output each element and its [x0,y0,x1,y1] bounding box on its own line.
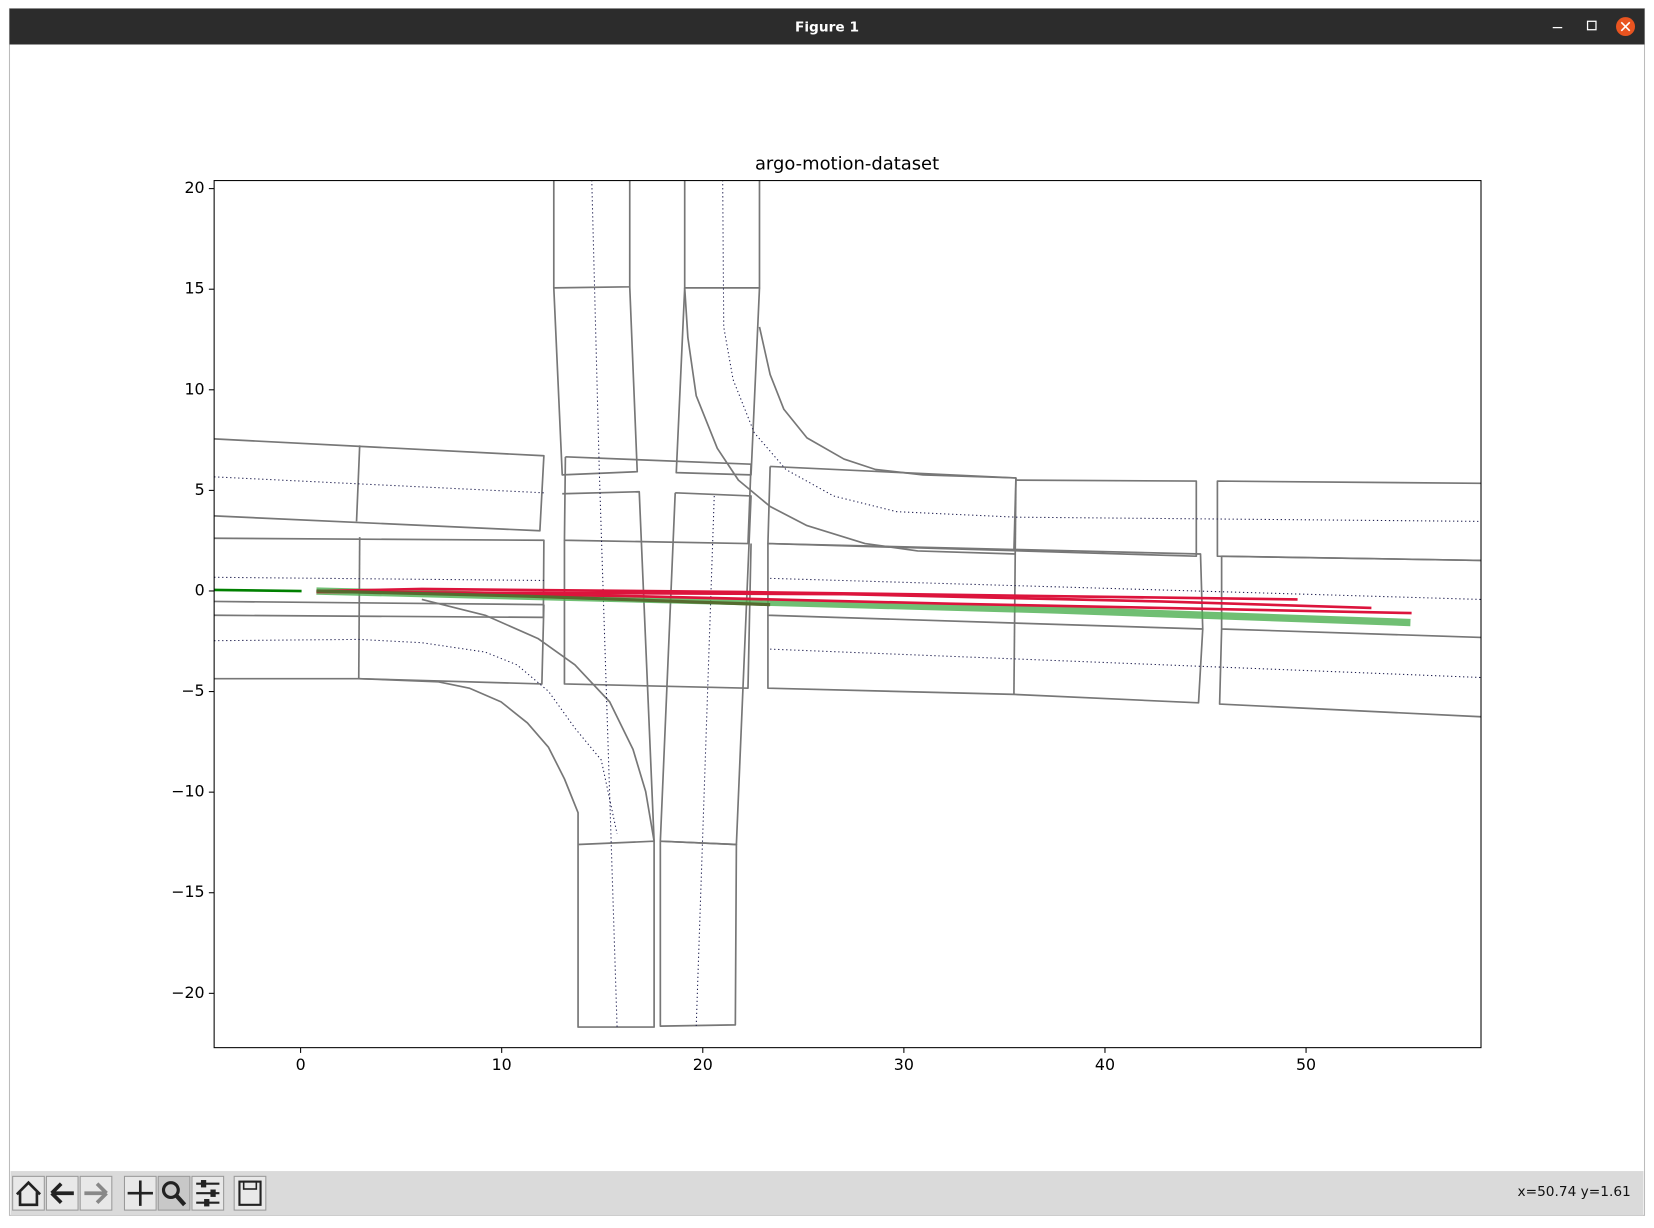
x-tick-label: 50 [1296,1055,1316,1074]
trajectory-line [675,287,761,476]
y-tick-label: −5 [181,681,204,700]
trajectory-line [722,180,1482,522]
trajectory-line [358,677,579,845]
trajectory-line [1218,628,1482,718]
forward-button[interactable] [79,1175,113,1211]
configure-button[interactable] [191,1175,225,1211]
trajectory-line [316,590,1372,610]
trajectory-line [659,491,752,846]
x-tick-label: 20 [693,1055,713,1074]
y-tick-label: 5 [195,480,205,499]
title-bar [9,8,1645,45]
cursor-status: x=50.74 y=1.61 [1518,1184,1631,1200]
y-tick-label: 20 [185,178,205,197]
trajectory-line [214,588,302,593]
trajectory-line [563,540,752,690]
y-tick-label: −15 [171,882,204,901]
y-tick-label: −20 [171,983,204,1002]
trajectory-line [552,180,631,289]
trajectory-line [355,445,361,522]
axes-frame [213,180,1482,1049]
trajectory-line [214,537,545,619]
trajectory-line [214,476,544,494]
chart-title: argo-motion-dataset [755,154,939,175]
close-button[interactable] [1616,17,1636,37]
trajectory-line [767,465,1017,552]
trajectory-line [316,587,1298,601]
save-button[interactable] [233,1175,267,1211]
plot-area [214,180,1482,1028]
axes: 0 10 20 30 40 50 −20 −15 −10 −5 0 5 10 15 20 [171,178,1316,1074]
back-button[interactable] [45,1175,79,1211]
trajectory-line [421,598,655,842]
x-tick-label: 10 [492,1055,512,1074]
trajectory-line [1013,479,1198,558]
trajectory-line [683,180,761,289]
y-tick-label: 15 [185,279,205,298]
trajectory-line [214,600,544,606]
trajectory-line [214,576,544,581]
y-tick-label: −10 [171,782,204,801]
trajectory-line [695,495,715,1028]
window-title: Figure 1 [795,20,859,36]
maximize-button[interactable] [1586,20,1597,31]
x-tick-label: 30 [894,1055,914,1074]
trajectory-line [357,537,361,679]
trajectory-line [1013,477,1017,695]
y-tick-label: 10 [185,379,205,398]
trajectory-line [316,589,771,607]
trajectory-line [214,604,545,685]
pan-button[interactable] [123,1175,157,1211]
x-tick-label: 0 [296,1055,306,1074]
home-button[interactable] [12,1175,45,1211]
trajectory-line [214,438,545,532]
trajectory-line [562,490,655,842]
toolbar [10,1171,1644,1216]
trajectory-line [577,840,655,1028]
zoom-button[interactable] [157,1175,191,1211]
y-tick-label: 0 [195,580,205,599]
trajectory-line [591,180,618,1028]
trajectory-line [1220,555,1482,639]
trajectory-line [563,455,752,545]
x-tick-label: 40 [1095,1055,1115,1074]
